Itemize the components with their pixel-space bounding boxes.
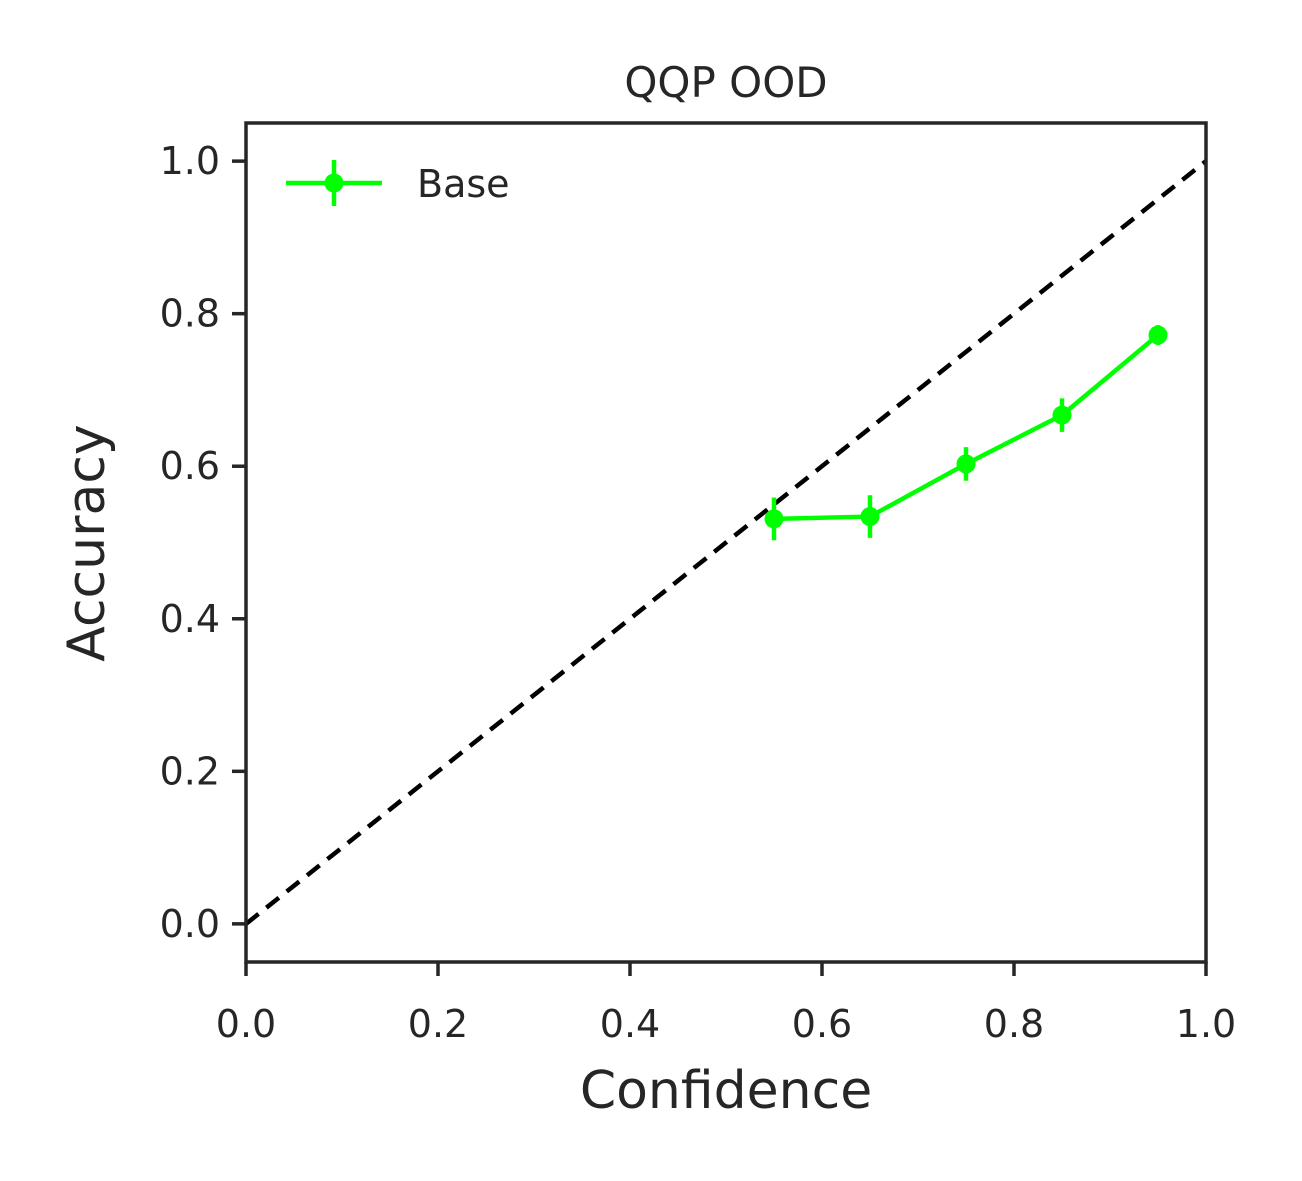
y-tick-label: 0.4 bbox=[160, 597, 220, 641]
legend-label-base: Base bbox=[417, 162, 510, 206]
y-tick-label: 0.6 bbox=[160, 444, 220, 488]
x-tick-label: 1.0 bbox=[1176, 1002, 1236, 1046]
x-tick-label: 0.8 bbox=[984, 1002, 1044, 1046]
data-point bbox=[860, 507, 880, 527]
x-tick-label: 0.0 bbox=[216, 1002, 276, 1046]
reference-diagonal-line bbox=[244, 159, 1208, 926]
x-axis-ticks: 0.0 0.2 0.4 0.6 0.8 1.0 bbox=[216, 962, 1236, 1046]
x-tick-label: 0.4 bbox=[600, 1002, 660, 1046]
y-tick-label: 1.0 bbox=[160, 139, 220, 183]
y-tick-label: 0.8 bbox=[160, 292, 220, 336]
y-tick-label: 0.2 bbox=[160, 749, 220, 793]
y-axis-label: Accuracy bbox=[57, 424, 117, 661]
plot-frame bbox=[244, 121, 1208, 964]
y-axis-ticks: 0.0 0.2 0.4 0.6 0.8 1.0 bbox=[160, 139, 246, 946]
x-tick-label: 0.6 bbox=[792, 1002, 852, 1046]
data-point bbox=[764, 509, 784, 529]
data-point bbox=[1148, 325, 1168, 345]
data-point bbox=[956, 454, 976, 474]
plot-layer bbox=[244, 159, 1208, 926]
data-point bbox=[1052, 405, 1072, 425]
x-axis-label: Confidence bbox=[580, 1061, 872, 1121]
legend-marker bbox=[324, 173, 344, 193]
y-tick-label: 0.0 bbox=[160, 902, 220, 946]
chart-title: QQP OOD bbox=[624, 58, 827, 107]
x-tick-label: 0.2 bbox=[408, 1002, 468, 1046]
legend: Base bbox=[286, 160, 510, 206]
